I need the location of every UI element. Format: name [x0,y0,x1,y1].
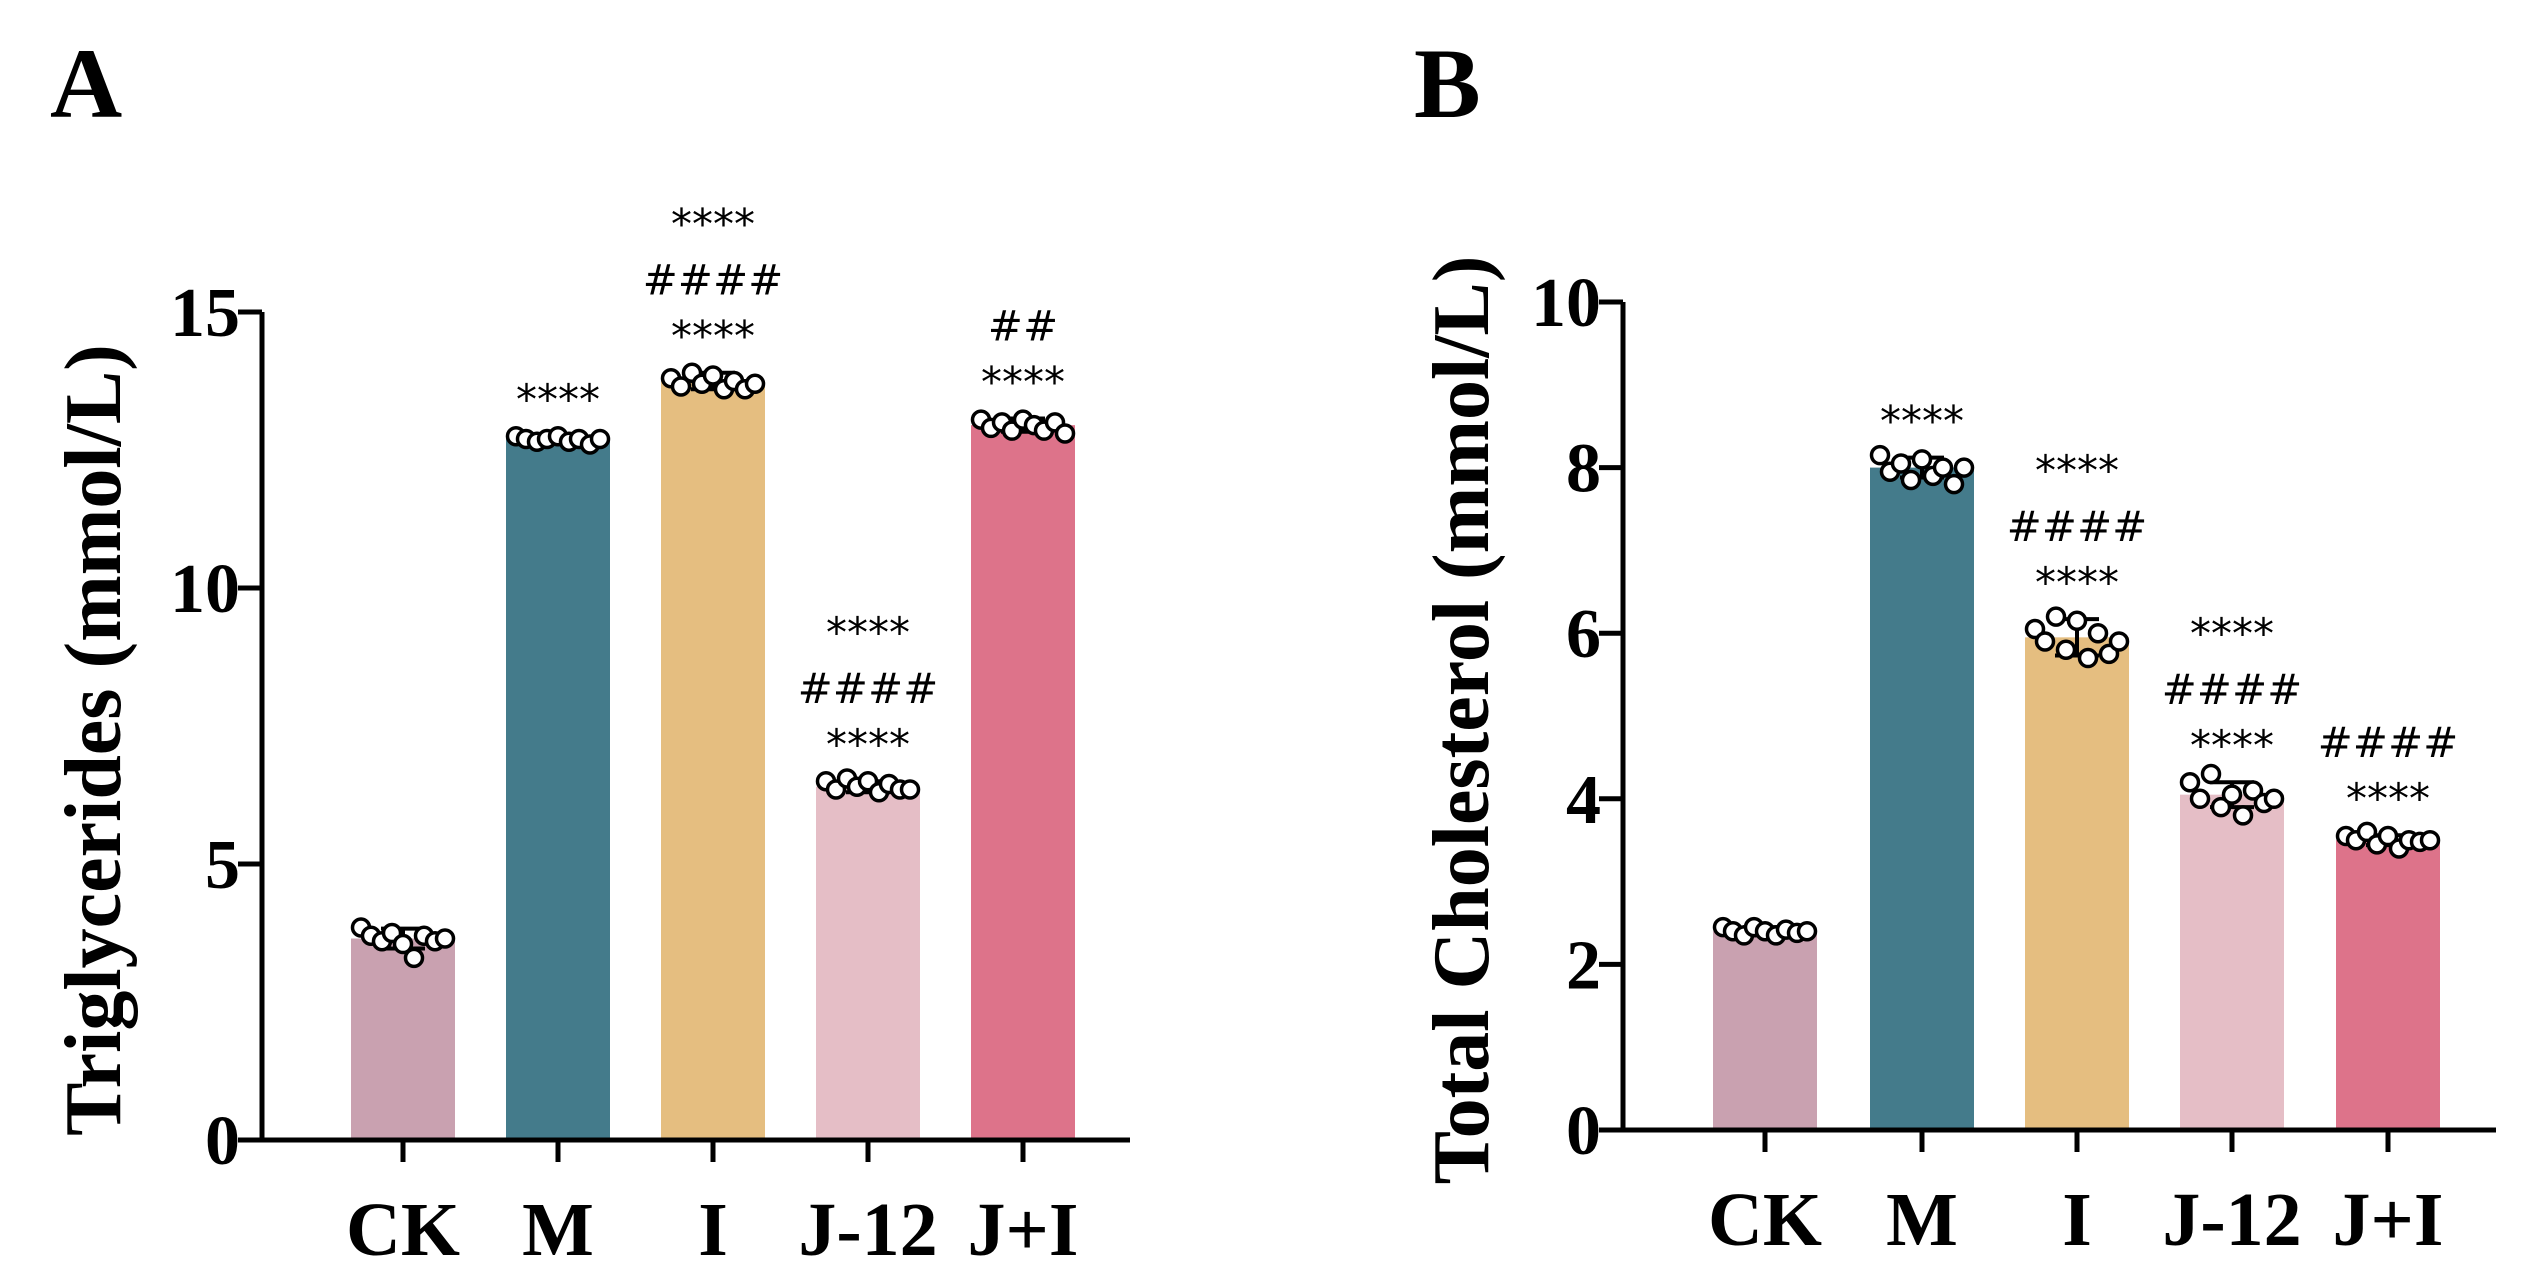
significance-star: **** [2035,446,2119,495]
y-tick-label: 0 [205,1103,240,1180]
significance-star: **** [2190,609,2274,658]
bar-j12 [816,786,920,1140]
y-tick-label: 10 [170,551,240,628]
bar-m [1870,467,1974,1131]
panel-a: A Triglycerides (mmol/L) CK****M****####… [50,28,1130,1272]
data-point [1796,921,1818,942]
significance-hash: #### [2318,718,2459,767]
data-point [670,376,692,397]
bar-ck [1713,931,1817,1130]
y-tick-label: 0 [1566,1093,1601,1170]
data-point [2066,610,2088,632]
x-tick-label-ji: J+I [968,1188,1079,1272]
bar-i [2025,637,2129,1130]
significance-star: **** [516,375,600,424]
x-tick-label-i: I [2062,1178,2092,1262]
data-point [702,365,724,386]
data-point [403,947,425,969]
x-tick-label-m: M [1886,1178,1958,1262]
x-tick-label-ck: CK [1708,1178,1822,1262]
data-point [2045,606,2067,627]
data-point [2034,631,2056,652]
significance-star: **** [671,200,755,249]
bar-ji [2336,840,2440,1130]
data-point [1953,457,1975,478]
panel-label-b: B [1414,28,1481,139]
data-point [1911,449,1933,470]
panel-b: B Total Cholesterol (mmol/L) CK **** M ****… [1414,28,2496,1262]
significance-star: **** [1880,397,1964,446]
x-tick-label-m: M [522,1188,594,1272]
data-point [2210,796,2232,818]
data-point [2189,788,2211,810]
y-axis-label-b: Total Cholesterol (mmol/L) [1418,256,1506,1185]
data-point [392,933,414,955]
data-point [1943,473,1965,495]
data-point [2200,763,2222,785]
y-tick-label: 15 [170,275,240,352]
bar-ck [351,938,455,1140]
data-point [2232,805,2254,826]
significance-hash: #### [798,664,939,713]
data-point [1890,453,1912,474]
y-tick-label: 6 [1566,596,1601,673]
x-tick-label-ji: J+I [2333,1178,2444,1262]
data-point [2087,622,2109,644]
significance-hash: ## [988,302,1058,351]
significance-star: **** [671,312,755,361]
significance-star: **** [826,608,910,657]
bar-ji [971,425,1075,1140]
significance-hash: #### [2162,665,2303,714]
data-point [2263,788,2285,810]
x-tick-label-i: I [698,1188,728,1272]
data-point [2377,825,2399,847]
significance-star: **** [826,720,910,769]
data-point [1054,423,1076,444]
data-point [1932,457,1954,478]
data-point [1900,469,1922,491]
significance-star: **** [2035,558,2119,607]
significance-hash: #### [643,256,784,305]
bar-m [506,438,610,1141]
significance-star: **** [2190,721,2274,770]
data-point [744,373,766,395]
data-point [899,779,921,800]
x-tick-label-ck: CK [346,1188,460,1272]
y-tick-label: 8 [1566,431,1601,508]
y-tick-label: 5 [205,827,240,904]
y-tick-label: 10 [1531,265,1601,342]
data-point [2242,780,2264,801]
y-tick-label: 4 [1566,762,1601,839]
panel-label-a: A [50,28,122,139]
data-point [589,428,611,450]
bar-j12 [2180,794,2284,1130]
x-tick-label-j12: J-12 [798,1188,937,1272]
data-point [1869,444,1891,466]
data-point [2108,631,2130,652]
data-point [2419,829,2441,851]
data-point [2055,639,2077,661]
x-tick-label-j12: J-12 [2162,1178,2301,1262]
bar-i [661,381,765,1140]
significance-star: **** [981,358,1065,407]
data-point [2221,784,2243,805]
data-point [2179,771,2201,793]
significance-star: **** [2346,774,2430,823]
data-point [2077,647,2099,669]
y-axis-label-a: Triglycerides (mmol/L) [50,344,138,1136]
y-tick-label: 2 [1566,927,1601,1004]
significance-hash: #### [2007,502,2148,551]
data-point [434,928,456,949]
